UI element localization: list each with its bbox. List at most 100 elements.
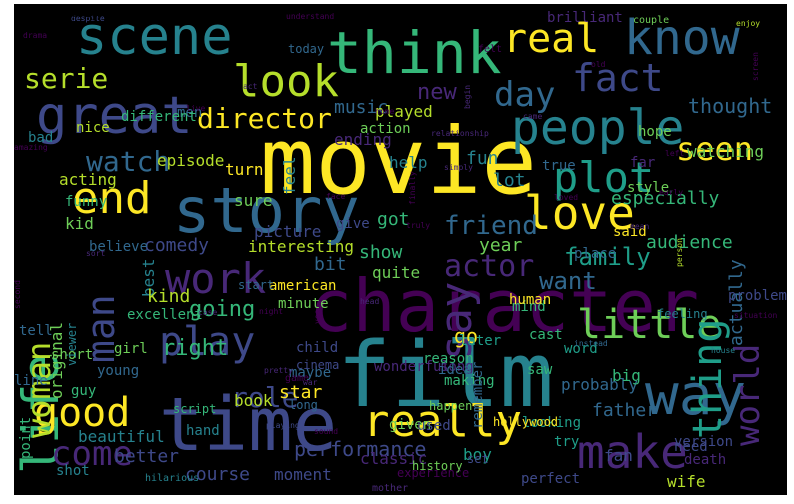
cloud-word: men bbox=[177, 105, 203, 121]
cloud-word: father bbox=[592, 400, 658, 421]
cloud-word: wonderful bbox=[374, 359, 450, 375]
cloud-word: true bbox=[542, 158, 576, 174]
cloud-word: give bbox=[336, 216, 370, 232]
cloud-word: documentary bbox=[14, 4, 120, 21]
cloud-word: action bbox=[360, 121, 411, 137]
cloud-word: picture bbox=[254, 222, 322, 241]
cloud-word: relationship bbox=[431, 129, 489, 138]
cloud-word: audience bbox=[646, 232, 733, 253]
cloud-word: head bbox=[360, 297, 380, 306]
cloud-word: way bbox=[645, 363, 747, 428]
cloud-word: finally bbox=[408, 171, 417, 205]
cloud-word: experience bbox=[397, 466, 470, 480]
cloud-word: given bbox=[389, 417, 432, 433]
cloud-word: line bbox=[14, 373, 48, 389]
cloud-word: right bbox=[162, 336, 229, 361]
cloud-word: today bbox=[288, 42, 325, 56]
cloud-word: course bbox=[185, 464, 251, 485]
cloud-word: face bbox=[326, 192, 346, 201]
cloud-word: different bbox=[121, 109, 197, 125]
cloud-word: minute bbox=[278, 296, 329, 312]
cloud-word: meet bbox=[14, 4, 53, 21]
cloud-word: child bbox=[296, 340, 339, 356]
cloud-word: yes bbox=[313, 309, 322, 324]
cloud-word: need bbox=[674, 439, 708, 455]
cloud-word: reason bbox=[423, 351, 474, 367]
cloud-word: help bbox=[389, 153, 428, 172]
cloud-word: shot bbox=[56, 463, 90, 479]
cloud-word: know bbox=[624, 10, 740, 66]
cloud-word: love bbox=[524, 186, 635, 240]
cloud-word: history bbox=[412, 459, 463, 473]
cloud-word: begin bbox=[463, 84, 472, 109]
cloud-word: bad bbox=[28, 130, 54, 146]
cloud-word: tell bbox=[19, 323, 53, 339]
cloud-word: little bbox=[577, 302, 722, 348]
cloud-word: idea bbox=[438, 362, 472, 378]
cloud-word: guy bbox=[71, 383, 97, 399]
cloud-word: performance bbox=[294, 437, 427, 461]
cloud-word: loved bbox=[554, 193, 579, 202]
cloud-word: story bbox=[173, 174, 360, 247]
cloud-word: got bbox=[377, 209, 410, 230]
cloud-word: episode bbox=[157, 151, 225, 170]
cloud-word: boy bbox=[463, 445, 492, 464]
cloud-word: girl bbox=[114, 341, 148, 357]
cloud-word: good bbox=[34, 390, 131, 436]
cloud-word: hope bbox=[638, 124, 672, 140]
cloud-word: thought bbox=[688, 94, 773, 118]
cloud-word: used bbox=[417, 418, 451, 434]
cloud-word: use bbox=[14, 4, 43, 21]
cloud-word: case bbox=[198, 308, 218, 317]
cloud-word: understand bbox=[286, 12, 335, 21]
cloud-word: fan bbox=[604, 446, 633, 465]
cloud-word: lead bbox=[14, 4, 53, 21]
cloud-word: enjoy bbox=[736, 19, 761, 28]
cloud-word: later bbox=[459, 333, 502, 349]
cloud-word: interesting bbox=[248, 237, 354, 256]
cloud-word: play bbox=[159, 319, 256, 365]
cloud-word: sound bbox=[314, 427, 339, 436]
cloud-word: go bbox=[454, 324, 479, 348]
cloud-word: thing bbox=[685, 318, 731, 439]
cloud-word: cast bbox=[529, 327, 563, 343]
cloud-word: excellent bbox=[127, 307, 203, 323]
cloud-word: maybe bbox=[289, 365, 332, 381]
cloud-word: young bbox=[97, 363, 140, 379]
cloud-word: wife bbox=[667, 472, 706, 491]
cloud-word: drama bbox=[23, 31, 48, 40]
cloud-word: better bbox=[114, 446, 180, 467]
cloud-word: home bbox=[375, 107, 395, 116]
cloud-word: song bbox=[440, 359, 474, 375]
cloud-word: act bbox=[243, 82, 258, 91]
cloud-word: instead bbox=[574, 339, 608, 348]
cloud-word: year bbox=[479, 235, 523, 256]
cloud-word: lot bbox=[493, 170, 526, 191]
cloud-word: kid bbox=[65, 214, 94, 233]
cloud-word: try bbox=[554, 434, 580, 450]
cloud-word: version bbox=[674, 434, 734, 450]
cloud-word: think bbox=[327, 19, 502, 87]
cloud-word: bit bbox=[314, 254, 347, 275]
cloud-word: star bbox=[279, 382, 323, 403]
cloud-word: happen bbox=[429, 399, 473, 413]
cloud-word: fact bbox=[572, 56, 664, 100]
cloud-word: scene bbox=[76, 7, 233, 67]
cloud-word: mean bbox=[630, 222, 650, 231]
cloud-word: feeling bbox=[657, 307, 708, 321]
cloud-word: come bbox=[51, 434, 133, 474]
cloud-word: real bbox=[503, 16, 600, 62]
cloud-word: word bbox=[564, 341, 598, 357]
cloud-word: couple bbox=[633, 15, 670, 26]
cloud-word: despite bbox=[71, 14, 105, 23]
cloud-word: old bbox=[591, 60, 606, 69]
cloud-word: kind bbox=[147, 286, 191, 307]
cloud-word: friend bbox=[444, 211, 538, 241]
cloud-word: early bbox=[659, 188, 684, 197]
cloud-word: perfect bbox=[521, 471, 581, 487]
cloud-word: director bbox=[197, 102, 332, 135]
cloud-word: character bbox=[309, 264, 700, 348]
cloud-word: especially bbox=[611, 188, 720, 209]
cloud-word: saw bbox=[527, 362, 553, 378]
cloud-word: truly bbox=[406, 221, 431, 230]
